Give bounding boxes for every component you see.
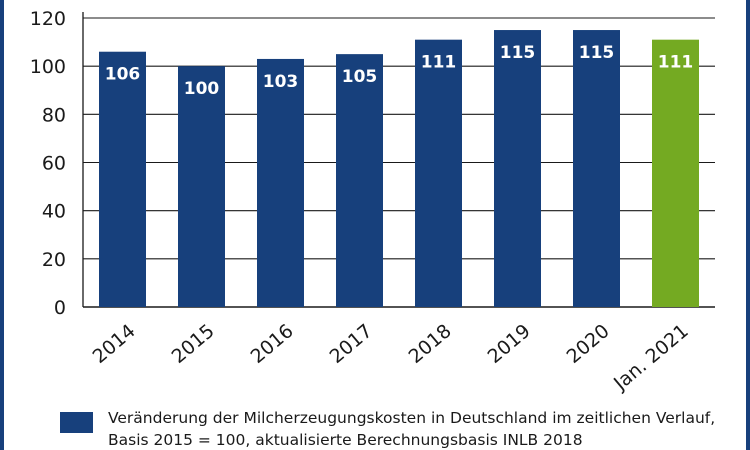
data-label: 111 bbox=[421, 53, 457, 73]
y-tick-label: 40 bbox=[42, 201, 66, 223]
x-tick-label: 2018 bbox=[405, 320, 456, 368]
y-tick-label: 80 bbox=[42, 104, 66, 126]
x-tick-label: Jan. 2021 bbox=[609, 320, 693, 395]
bar bbox=[652, 39, 699, 308]
y-tick-label: 100 bbox=[30, 56, 66, 78]
bar bbox=[99, 51, 146, 307]
y-tick-label: 20 bbox=[42, 249, 66, 271]
x-tick-label: 2014 bbox=[89, 320, 140, 368]
x-tick-label: 2020 bbox=[563, 320, 614, 368]
x-tick-label: 2015 bbox=[168, 320, 219, 368]
data-label: 115 bbox=[500, 43, 536, 63]
y-tick-label: 120 bbox=[30, 8, 66, 30]
bar bbox=[257, 58, 304, 307]
data-label: 100 bbox=[184, 79, 220, 99]
data-label: 106 bbox=[105, 65, 141, 85]
bar bbox=[573, 30, 620, 308]
bar bbox=[415, 39, 462, 308]
legend-label: Veränderung der Milcherzeugungskosten in… bbox=[108, 409, 716, 449]
bar bbox=[336, 54, 383, 307]
data-label: 115 bbox=[579, 43, 615, 63]
data-label: 111 bbox=[658, 53, 694, 73]
y-tick-label: 0 bbox=[54, 297, 66, 319]
data-label: 105 bbox=[342, 67, 378, 87]
legend-swatch bbox=[60, 412, 93, 433]
x-tick-label: 2016 bbox=[247, 320, 298, 368]
bar-chart: 0 20 40 60 80 100 120 106 2014 100 2015 103 2016 105 2… bbox=[30, 8, 715, 395]
bar bbox=[178, 66, 225, 308]
legend: Veränderung der Milcherzeugungskosten in… bbox=[60, 407, 720, 450]
data-label: 103 bbox=[263, 72, 299, 92]
x-tick-label: 2019 bbox=[484, 320, 535, 368]
y-tick-label: 60 bbox=[42, 153, 66, 175]
bar bbox=[494, 30, 541, 308]
x-tick-label: 2017 bbox=[326, 320, 377, 368]
